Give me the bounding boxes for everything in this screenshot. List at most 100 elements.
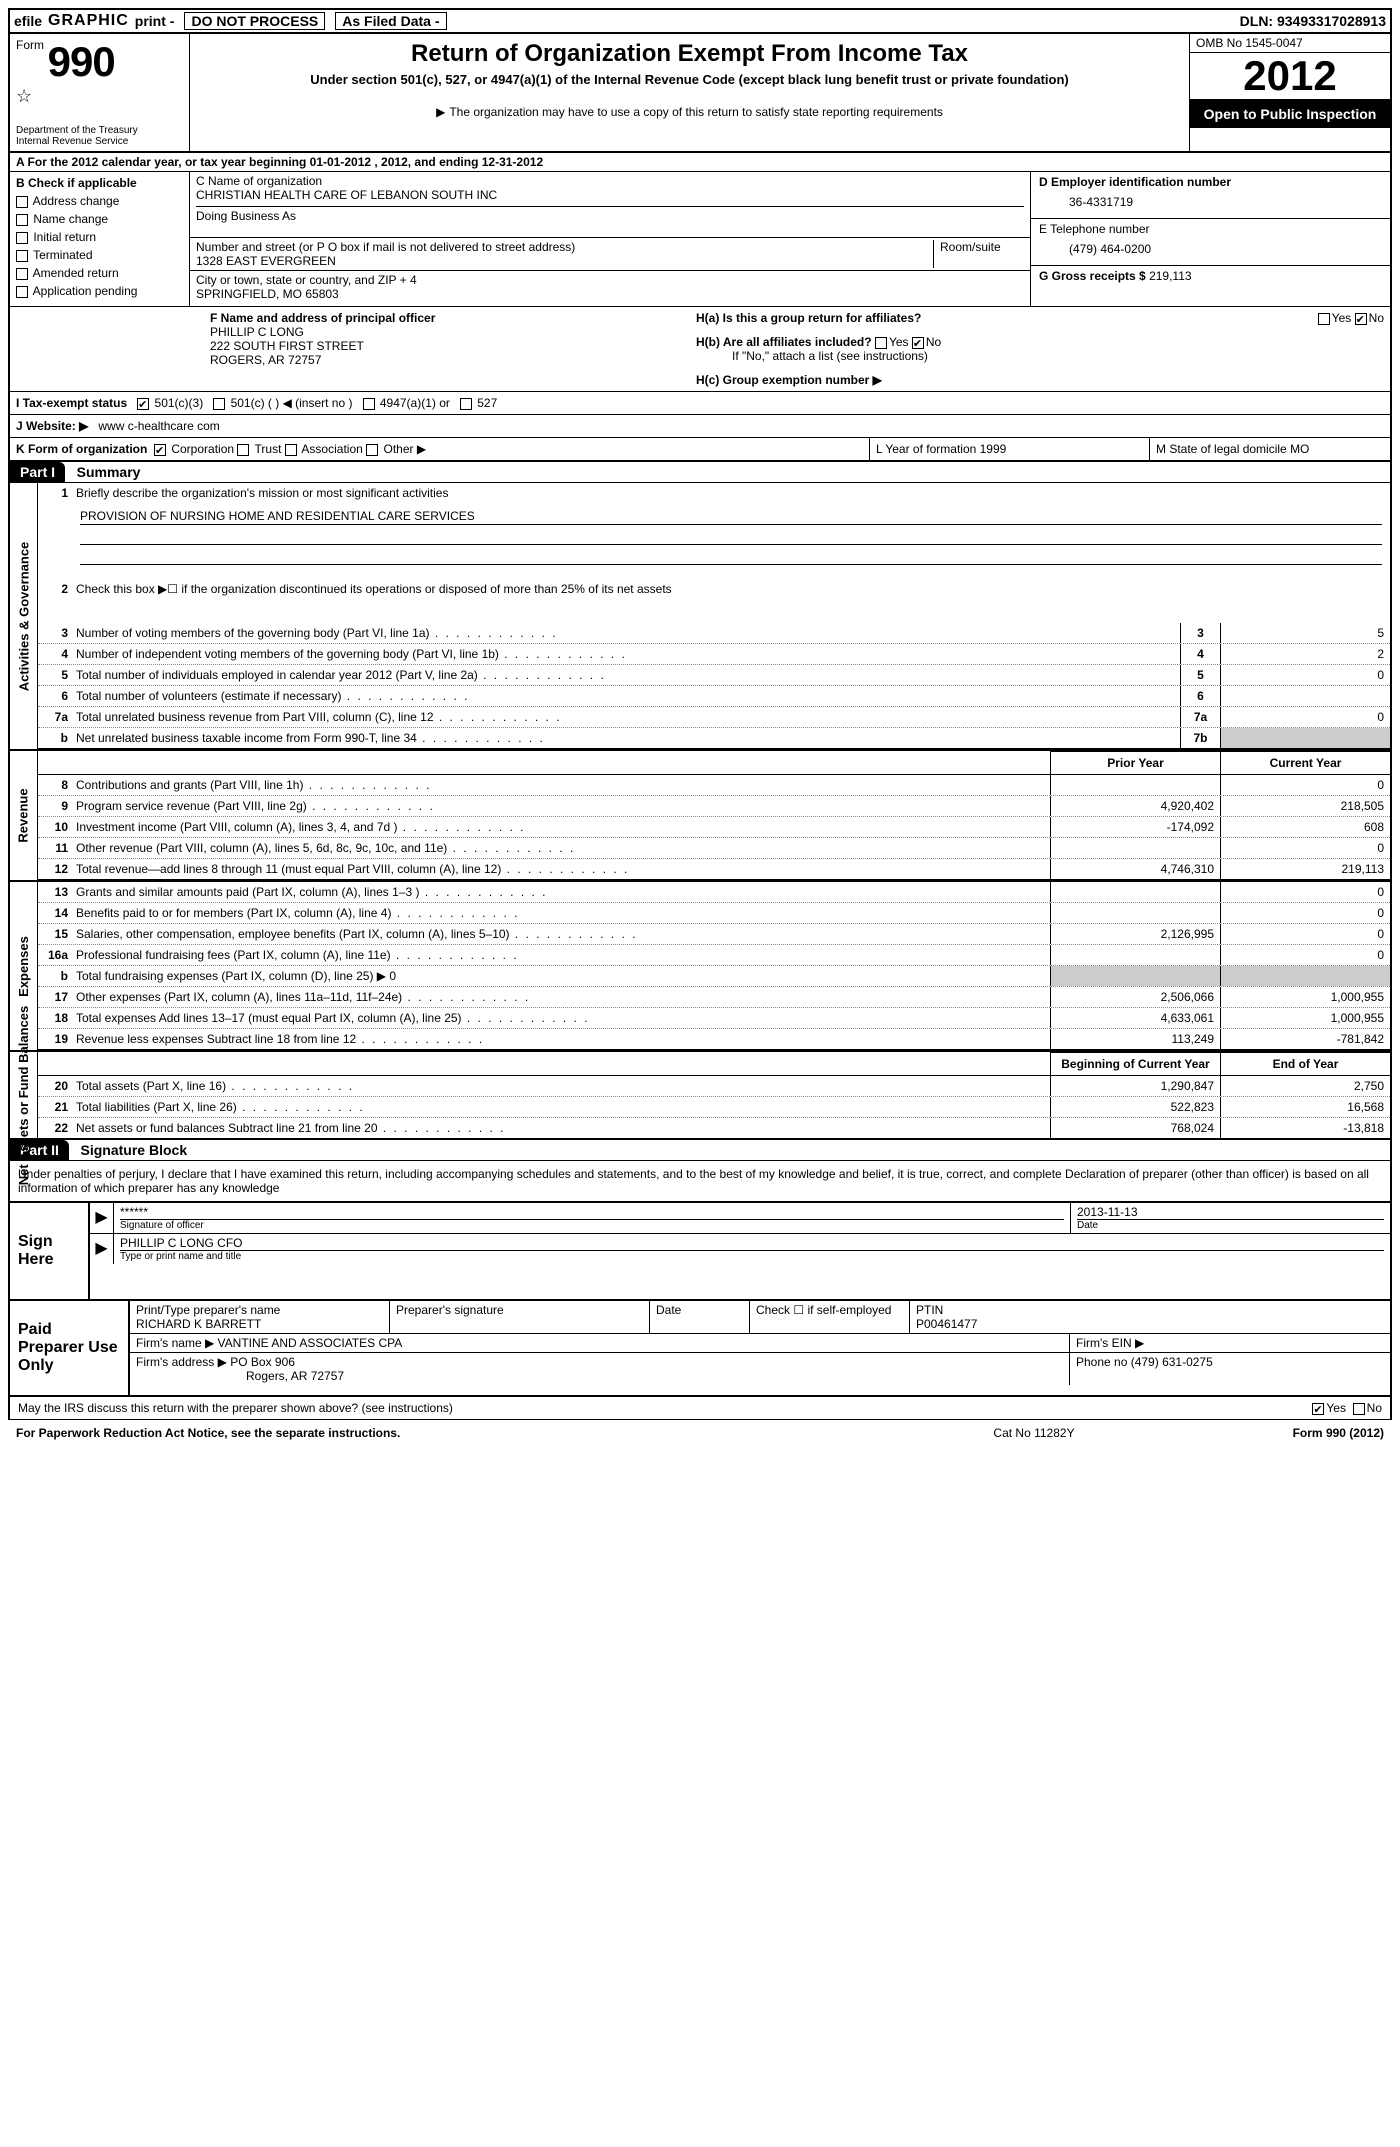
summary-netassets: Net Assets or Fund Balances Beginning of…	[8, 1052, 1392, 1140]
block-f: F Name and address of principal officer …	[10, 307, 690, 391]
prep-name: RICHARD K BARRETT	[136, 1317, 383, 1331]
l8-desc: Contributions and grants (Part VIII, lin…	[72, 775, 1050, 795]
l3-val: 5	[1220, 623, 1390, 643]
l2-desc: Check this box ▶☐ if the organization di…	[72, 579, 1390, 599]
sig-declaration: Under penalties of perjury, I declare th…	[8, 1161, 1392, 1201]
form-subtitle: Under section 501(c), 527, or 4947(a)(1)…	[198, 72, 1181, 87]
l12-prior: 4,746,310	[1050, 859, 1220, 879]
block-d: D Employer identification number 36-4331…	[1031, 172, 1390, 219]
mission-lines: PROVISION OF NURSING HOME AND RESIDENTIA…	[38, 503, 1390, 571]
omb-number: OMB No 1545-0047	[1190, 34, 1390, 53]
dln-label: DLN:	[1240, 13, 1273, 29]
sig-stars: ******	[120, 1205, 1064, 1219]
l4-desc: Number of independent voting members of …	[72, 644, 1180, 664]
summary-governance: Activities & Governance 1 Briefly descri…	[8, 483, 1392, 751]
l19-curr: -781,842	[1220, 1029, 1390, 1049]
chk-amended: Amended return	[16, 266, 183, 280]
l5-val: 0	[1220, 665, 1390, 685]
line-j: J Website: ▶ www c-healthcare com	[8, 415, 1392, 438]
l11-prior	[1050, 838, 1220, 858]
line-i: I Tax-exempt status 501(c)(3) 501(c) ( )…	[8, 392, 1392, 415]
prep-sig-label: Preparer's signature	[390, 1301, 650, 1333]
firm-name: VANTINE AND ASSOCIATES CPA	[218, 1336, 403, 1350]
header-right: OMB No 1545-0047 2012 Open to Public Ins…	[1190, 34, 1390, 151]
section-bcdeg: B Check if applicable Address change Nam…	[8, 172, 1392, 307]
sign-here-label: Sign Here	[10, 1203, 90, 1299]
form-word: Form	[16, 38, 44, 52]
form-note: The organization may have to use a copy …	[198, 105, 1181, 119]
l20-curr: 2,750	[1220, 1076, 1390, 1096]
prep-date-label: Date	[650, 1301, 750, 1333]
chk-terminated: Terminated	[16, 248, 183, 262]
col-deg: D Employer identification number 36-4331…	[1030, 172, 1390, 306]
hc-line: H(c) Group exemption number ▶	[696, 373, 1384, 387]
l1-desc: Briefly describe the organization's miss…	[72, 483, 1390, 503]
l14-desc: Benefits paid to or for members (Part IX…	[72, 903, 1050, 923]
top-bar: efile GRAPHIC print - DO NOT PROCESS As …	[8, 8, 1392, 34]
l11-desc: Other revenue (Part VIII, column (A), li…	[72, 838, 1050, 858]
block-c: C Name of organization CHRISTIAN HEALTH …	[190, 172, 1030, 238]
addr-label: Number and street (or P O box if mail is…	[196, 240, 927, 254]
chk-name-change: Name change	[16, 212, 183, 226]
l17-curr: 1,000,955	[1220, 987, 1390, 1007]
hdr-beg: Beginning of Current Year	[1050, 1052, 1220, 1075]
l13-desc: Grants and similar amounts paid (Part IX…	[72, 882, 1050, 902]
l21-curr: 16,568	[1220, 1097, 1390, 1117]
l20-desc: Total assets (Part X, line 16)	[72, 1076, 1050, 1096]
part2-title: Signature Block	[73, 1142, 188, 1158]
l17-prior: 2,506,066	[1050, 987, 1220, 1007]
dept-treasury: Department of the Treasury	[16, 125, 183, 136]
footer: For Paperwork Reduction Act Notice, see …	[8, 1420, 1392, 1446]
firm-addr1: PO Box 906	[230, 1355, 295, 1369]
l6-val	[1220, 686, 1390, 706]
block-h: H(a) Is this a group return for affiliat…	[690, 307, 1390, 391]
dln-value: 93493317028913	[1277, 13, 1386, 29]
firm-addr2: Rogers, AR 72757	[136, 1369, 344, 1383]
f-city: ROGERS, AR 72757	[210, 353, 684, 367]
irs-label: Internal Revenue Service	[16, 136, 183, 147]
l-year: L Year of formation 1999	[870, 438, 1150, 460]
l10-prior: -174,092	[1050, 817, 1220, 837]
header-left: Form 990 ☆ Department of the Treasury In…	[10, 34, 190, 151]
k-form-org: K Form of organization Corporation Trust…	[10, 438, 870, 460]
l7a-desc: Total unrelated business revenue from Pa…	[72, 707, 1180, 727]
l16a-curr: 0	[1220, 945, 1390, 965]
col-b: B Check if applicable Address change Nam…	[10, 172, 190, 306]
prep-name-label: Print/Type preparer's name	[136, 1303, 383, 1317]
f-name: PHILLIP C LONG	[210, 325, 684, 339]
l16b-desc: Total fundraising expenses (Part IX, col…	[72, 966, 1050, 986]
chk-initial-return: Initial return	[16, 230, 183, 244]
form-title: Return of Organization Exempt From Incom…	[198, 40, 1181, 68]
e-label: E Telephone number	[1039, 222, 1382, 236]
print-label: print -	[135, 13, 175, 29]
f-street: 222 SOUTH FIRST STREET	[210, 339, 684, 353]
l16a-prior	[1050, 945, 1220, 965]
l4-val: 2	[1220, 644, 1390, 664]
l5-desc: Total number of individuals employed in …	[72, 665, 1180, 685]
l14-curr: 0	[1220, 903, 1390, 923]
paid-prep-label: Paid Preparer Use Only	[10, 1301, 130, 1395]
l8-curr: 0	[1220, 775, 1390, 795]
b-label: B Check if applicable	[16, 176, 183, 190]
l3-desc: Number of voting members of the governin…	[72, 623, 1180, 643]
asfiled-box: As Filed Data -	[335, 12, 446, 30]
l9-curr: 218,505	[1220, 796, 1390, 816]
mission-text: PROVISION OF NURSING HOME AND RESIDENTIA…	[80, 509, 1382, 525]
hb-line: H(b) Are all affiliates included? Yes No	[696, 335, 1384, 349]
l10-desc: Investment income (Part VIII, column (A)…	[72, 817, 1050, 837]
ha-line: H(a) Is this a group return for affiliat…	[696, 311, 1384, 325]
name-title-label: Type or print name and title	[120, 1250, 1384, 1262]
hdr-prior: Prior Year	[1050, 751, 1220, 774]
phone: (479) 464-0200	[1039, 236, 1382, 262]
cat-no: Cat No 11282Y	[884, 1426, 1184, 1440]
sig-date: 2013-11-13	[1077, 1205, 1384, 1219]
f-label: F Name and address of principal officer	[210, 311, 684, 325]
l17-desc: Other expenses (Part IX, column (A), lin…	[72, 987, 1050, 1007]
pra-notice: For Paperwork Reduction Act Notice, see …	[16, 1426, 884, 1440]
row-a: A For the 2012 calendar year, or tax yea…	[8, 153, 1392, 172]
ptin: P00461477	[916, 1317, 1384, 1331]
chk-address-change: Address change	[16, 194, 183, 208]
l21-desc: Total liabilities (Part X, line 26)	[72, 1097, 1050, 1117]
part1-title: Summary	[69, 464, 141, 480]
gross-receipts: 219,113	[1149, 269, 1192, 283]
